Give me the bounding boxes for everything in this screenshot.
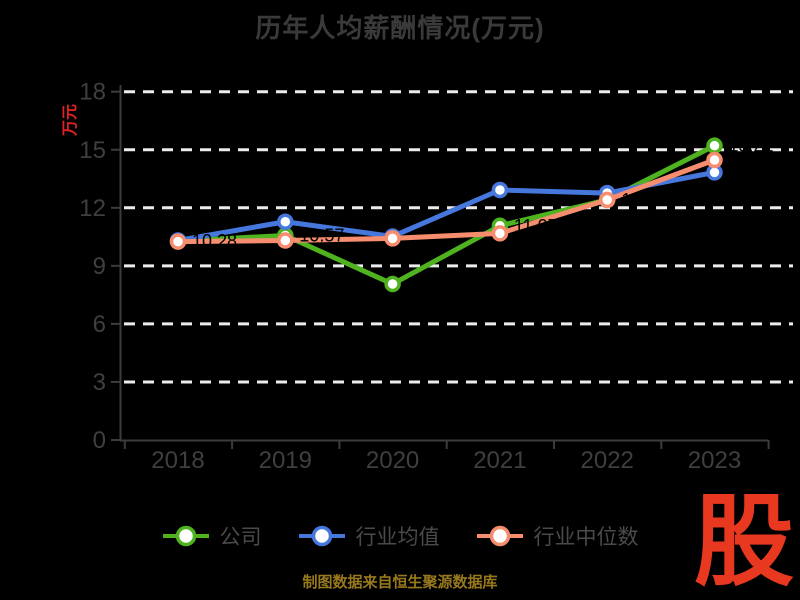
y-tick-label-3: 3: [93, 369, 106, 396]
point-label-company-2022: 12.41: [621, 190, 666, 210]
marker-industry-median-2018: [169, 233, 187, 250]
source-caption: 制图数据来自恒生聚源数据库: [302, 574, 498, 591]
point-label-company-2021: 11.07: [514, 216, 558, 236]
legend-item-industry-median: 行业中位数: [476, 521, 639, 551]
marker-industry-median-2022: [598, 191, 616, 209]
x-tick-label-2019: 2019: [259, 447, 312, 474]
marker-industry-avg-2019: [277, 213, 294, 230]
series-line-industry-avg: [175, 169, 717, 244]
marker-industry-median-2023: [706, 151, 723, 169]
x-tick-label-2018: 2018: [151, 447, 204, 474]
legend-item-industry-avg: 行业均值: [298, 521, 440, 551]
legend-circle: [175, 525, 196, 547]
legend-label-company: 公司: [219, 526, 262, 549]
legend-circle: [489, 525, 510, 547]
marker-industry-median-2020: [384, 230, 401, 247]
point-label-company-2023: 15.21: [729, 136, 774, 156]
x-tick-label-2022: 2022: [581, 447, 634, 474]
y-tick-label-6: 6: [93, 311, 106, 338]
point-label-company-2020: 8.06: [407, 274, 442, 294]
point-label-company-2018: 10.28: [192, 231, 237, 251]
y-tick-label-9: 9: [93, 253, 106, 280]
marker-industry-median-2019: [277, 232, 294, 249]
legend-label-industry-median: 行业中位数: [533, 526, 639, 549]
y-tick-label-15: 15: [79, 137, 106, 164]
point-label-company-2019: 10.57: [299, 225, 344, 245]
x-tick-label-2020: 2020: [366, 447, 419, 474]
marker-company-2023: [706, 137, 723, 154]
y-tick-label-12: 12: [79, 195, 106, 222]
x-tick-label-2021: 2021: [473, 447, 526, 474]
marker-company-2020: [384, 275, 401, 293]
chart-title: 历年人均薪酬情况(万元): [255, 13, 545, 43]
legend-marker-industry-avg-icon: [298, 525, 345, 547]
x-tick-label-2023: 2023: [688, 447, 741, 474]
y-tick-label-0: 0: [93, 427, 106, 454]
marker-industry-median-2021: [491, 225, 509, 242]
y-tick-label-18: 18: [79, 79, 106, 106]
brand-logo: 股: [694, 486, 794, 598]
legend-item-company: 公司: [162, 521, 262, 551]
legend-label-industry-avg: 行业均值: [355, 526, 440, 549]
legend: 公司 行业均值 行业中位数: [0, 514, 800, 558]
series-line-industry-median: [175, 157, 717, 245]
legend-marker-company-icon: [162, 525, 209, 547]
marker-industry-avg-2021: [491, 181, 509, 199]
legend-marker-industry-median-icon: [476, 525, 523, 547]
legend-circle: [311, 525, 332, 547]
